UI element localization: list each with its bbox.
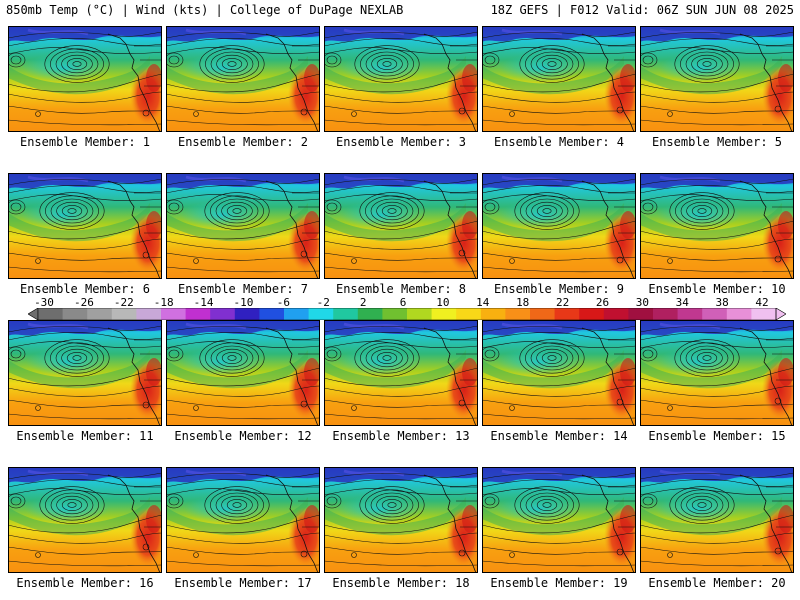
colorbar-segment — [62, 308, 88, 320]
colorbar-tick-label: -26 — [73, 296, 94, 309]
colorbar-tick-label: 14 — [476, 296, 490, 309]
ensemble-member-label: Ensemble Member: 1 — [19, 135, 151, 149]
colorbar-segment — [431, 308, 457, 320]
colorbar-segment — [333, 308, 359, 320]
ensemble-member-map — [482, 320, 636, 426]
ensemble-member-label: Ensemble Member: 10 — [648, 282, 786, 296]
colorbar-tick-label: -22 — [113, 296, 134, 309]
ensemble-member-label: Ensemble Member: 12 — [174, 429, 312, 443]
colorbar-segment — [382, 308, 408, 320]
colorbar-segment — [308, 308, 334, 320]
colorbar-tick-label: -18 — [153, 296, 174, 309]
ensemble-member-map — [8, 26, 162, 132]
ensemble-member-map — [8, 320, 162, 426]
colorbar-tick-label: -10 — [233, 296, 254, 309]
colorbar-tick-label: -14 — [193, 296, 214, 309]
ensemble-member-label: Ensemble Member: 14 — [490, 429, 628, 443]
ensemble-member-map — [324, 26, 478, 132]
ensemble-member-map — [324, 320, 478, 426]
ensemble-member-label: Ensemble Member: 3 — [335, 135, 467, 149]
colorbar-segment — [677, 308, 703, 320]
colorbar-segment — [357, 308, 383, 320]
colorbar-tick-label: 2 — [359, 296, 367, 309]
ensemble-member-label: Ensemble Member: 16 — [16, 576, 154, 590]
colorbar-segment — [284, 308, 310, 320]
ensemble-member-map — [8, 173, 162, 279]
colorbar-tick-label: 26 — [595, 296, 610, 309]
colorbar-segment — [185, 308, 211, 320]
colorbar-segment — [259, 308, 285, 320]
colorbar-segment — [628, 308, 654, 320]
ensemble-member-map — [166, 26, 320, 132]
ensemble-member-map — [482, 26, 636, 132]
colorbar-segment — [530, 308, 556, 320]
colorbar-tick-label: -30 — [34, 296, 54, 309]
colorbar-tick-label: 6 — [399, 296, 407, 309]
ensemble-member-map — [640, 467, 794, 573]
colorbar-tick-label: 22 — [555, 296, 570, 309]
ensemble-member-label: Ensemble Member: 15 — [648, 429, 786, 443]
ensemble-member-map — [166, 320, 320, 426]
colorbar-segment — [579, 308, 605, 320]
ensemble-member-label: Ensemble Member: 18 — [332, 576, 470, 590]
colorbar-segment — [136, 308, 162, 320]
ensemble-member-map — [482, 467, 636, 573]
ensemble-member-label: Ensemble Member: 19 — [490, 576, 628, 590]
temperature-colorbar — [28, 308, 786, 320]
ensemble-member-label: Ensemble Member: 11 — [16, 429, 154, 443]
ensemble-member-label: Ensemble Member: 5 — [651, 135, 783, 149]
colorbar-tick-label: 30 — [635, 296, 649, 309]
colorbar-tick-label: -6 — [276, 296, 290, 309]
ensemble-member-map — [8, 467, 162, 573]
colorbar-segment — [751, 308, 777, 320]
ensemble-member-map — [640, 173, 794, 279]
colorbar-segment — [407, 308, 433, 320]
ensemble-member-label: Ensemble Member: 13 — [332, 429, 470, 443]
colorbar-left-arrow — [28, 308, 39, 320]
ensemble-member-map — [640, 320, 794, 426]
ensemble-member-map — [166, 467, 320, 573]
ensemble-member-label: Ensemble Member: 20 — [648, 576, 786, 590]
ensemble-member-label: Ensemble Member: 7 — [177, 282, 309, 296]
ensemble-member-label: Ensemble Member: 17 — [174, 576, 312, 590]
colorbar-segment — [210, 308, 236, 320]
colorbar-segment — [653, 308, 679, 320]
colorbar-segment — [87, 308, 113, 320]
colorbar-segment — [456, 308, 482, 320]
colorbar-segment — [603, 308, 629, 320]
ensemble-member-label: Ensemble Member: 2 — [177, 135, 309, 149]
colorbar-segment — [111, 308, 137, 320]
colorbar-tick-label: 34 — [675, 296, 689, 309]
colorbar-segment — [38, 308, 64, 320]
ensemble-member-label: Ensemble Member: 6 — [19, 282, 151, 296]
ensemble-member-map — [324, 173, 478, 279]
header-title-left: 850mb Temp (°C) | Wind (kts) | College o… — [6, 3, 404, 17]
ensemble-member-label: Ensemble Member: 4 — [493, 135, 625, 149]
colorbar-segment — [161, 308, 187, 320]
colorbar-tick-label: 10 — [436, 296, 450, 309]
ensemble-member-label: Ensemble Member: 9 — [493, 282, 625, 296]
ensemble-member-map — [482, 173, 636, 279]
header-title-right: 18Z GEFS | F012 Valid: 06Z SUN JUN 08 20… — [490, 3, 794, 17]
colorbar-tick-label: 18 — [516, 296, 530, 309]
colorbar-tick-label: 42 — [755, 296, 769, 309]
ensemble-member-map — [324, 467, 478, 573]
colorbar-segment — [554, 308, 580, 320]
ensemble-member-map — [640, 26, 794, 132]
colorbar-tick-label: -2 — [316, 296, 330, 309]
colorbar-segment — [480, 308, 506, 320]
colorbar-segment — [234, 308, 260, 320]
colorbar-right-arrow — [775, 308, 786, 320]
ensemble-member-map — [166, 173, 320, 279]
colorbar-segment — [726, 308, 752, 320]
colorbar-tick-label: 38 — [715, 296, 729, 309]
colorbar-segment — [505, 308, 531, 320]
colorbar-segment — [702, 308, 728, 320]
ensemble-member-label: Ensemble Member: 8 — [335, 282, 467, 296]
